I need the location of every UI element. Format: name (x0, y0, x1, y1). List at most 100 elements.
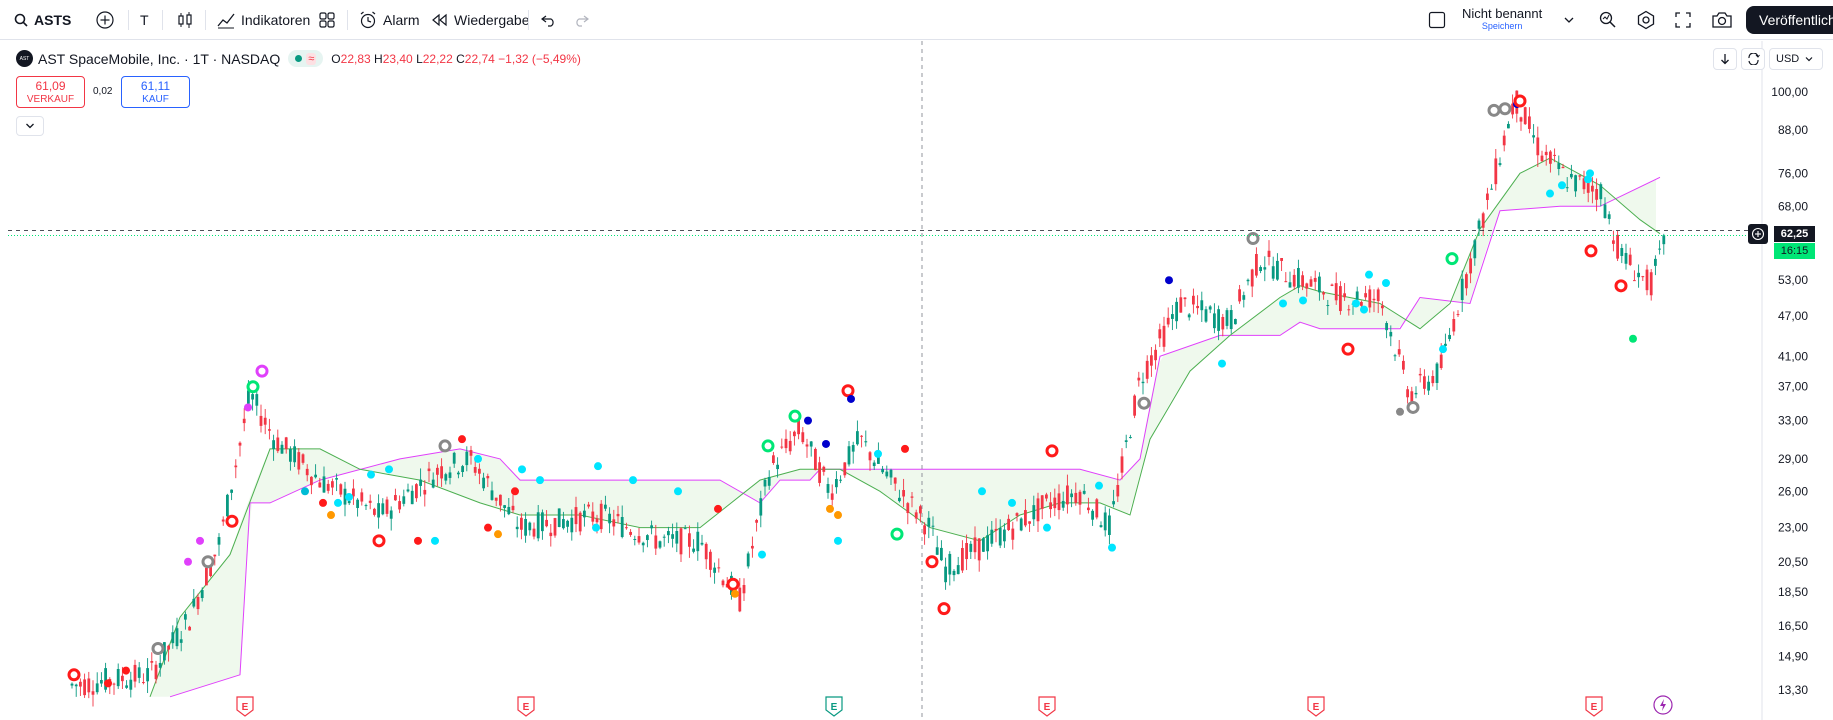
candle-body (927, 517, 931, 527)
symbol-search[interactable]: ASTS (14, 0, 71, 40)
interval-button[interactable]: T (140, 0, 149, 40)
search-icon (14, 13, 28, 27)
candle-body (192, 598, 196, 607)
buy-button[interactable]: 61,11 KAUF (121, 76, 190, 108)
quick-search-button[interactable] (1598, 0, 1618, 40)
close-label: C (456, 51, 465, 66)
candle-body (1280, 258, 1283, 261)
candle-body (742, 585, 746, 594)
price-axis-label: 23,00 (1778, 521, 1808, 535)
candle-body (990, 529, 994, 544)
indicators-button[interactable]: Indikatoren (216, 0, 310, 40)
candle-body (965, 542, 968, 560)
delayed-data-icon: ≈ (306, 52, 317, 65)
signal-ring-marker (761, 439, 775, 453)
symbol-label: ASTS (34, 12, 72, 28)
candle-body (1368, 289, 1372, 308)
candle-body (125, 685, 128, 688)
candle-body (1397, 349, 1401, 355)
sell-button[interactable]: 61,09 VERKAUF (16, 76, 85, 108)
scroll-to-latest-button[interactable] (1713, 48, 1737, 70)
compare-symbol-button[interactable] (95, 0, 115, 40)
replay-button[interactable]: Wiedergabe (432, 0, 530, 40)
candle-body (1213, 313, 1216, 329)
signal-dot-marker (385, 465, 393, 474)
signal-ring-marker (1137, 396, 1151, 410)
candles (70, 90, 1666, 707)
redo-icon (576, 15, 589, 27)
signal-ring-marker (246, 380, 260, 394)
candle-body (1469, 258, 1472, 274)
candle-body (982, 538, 985, 552)
publish-button[interactable]: Veröffentlichen (1746, 6, 1833, 34)
add-alert-button[interactable] (1748, 224, 1768, 244)
signal-dot-marker (1299, 296, 1307, 305)
candle-body (1187, 314, 1191, 318)
candle-body (499, 494, 502, 506)
candle-body (814, 448, 817, 471)
candle-body (683, 528, 687, 530)
signal-ring-marker (225, 514, 239, 528)
sell-price: 61,09 (35, 79, 66, 93)
undo-button[interactable] (541, 0, 557, 40)
reset-scale-button[interactable] (1741, 48, 1765, 70)
currency-select[interactable]: USD (1769, 48, 1823, 70)
signal-dot-marker (104, 679, 112, 688)
candle-body (1309, 279, 1313, 287)
candle-body (541, 512, 544, 532)
plus-circle-icon (96, 11, 114, 29)
signal-dot-marker (494, 530, 502, 539)
save-link[interactable]: Speichern (1481, 21, 1523, 31)
chart-pane[interactable]: E E E E E E 100,00 88,00 76,00 68,00 53,00 47,00 41… (0, 41, 1833, 720)
candle-body (1313, 277, 1317, 282)
candle-body (1078, 491, 1082, 505)
candle-body (200, 590, 204, 599)
signal-dot-marker (592, 523, 600, 532)
candle-body (692, 548, 695, 552)
candle-body (553, 518, 557, 536)
candle-body (755, 520, 758, 523)
signal-dot-marker (414, 536, 422, 545)
layout-menu-dropdown[interactable] (1563, 0, 1575, 40)
price-chart[interactable]: E E E E E E 100,00 88,00 76,00 68,00 53,00 47,00 41… (0, 41, 1833, 720)
candle-body (1641, 276, 1645, 278)
fullscreen-button[interactable] (1674, 0, 1692, 40)
market-status-pill[interactable]: ≈ (288, 50, 324, 67)
candle-body (654, 535, 658, 549)
camera-icon (1712, 12, 1732, 28)
candle-body (595, 518, 599, 523)
candle-body (1074, 492, 1078, 503)
legend-collapse-button[interactable] (16, 116, 44, 136)
layout-name-menu[interactable]: Nicht benannt Speichern (1462, 0, 1542, 40)
low-label: L (416, 51, 423, 66)
candle-body (1414, 392, 1418, 395)
plus-circle-icon (1751, 227, 1765, 241)
candle-body (599, 503, 603, 530)
alarm-button[interactable]: Alarm (358, 0, 420, 40)
candle-body (373, 508, 376, 515)
candle-body (1637, 272, 1640, 278)
toolbar-divider (128, 10, 129, 30)
candle-body (776, 464, 779, 470)
candle-body (1595, 189, 1598, 200)
layout-checkbox[interactable] (1428, 0, 1446, 40)
candle-body (1624, 252, 1628, 264)
redo-button[interactable] (573, 0, 589, 40)
candle-body (1028, 521, 1031, 524)
chart-type-button[interactable] (175, 0, 195, 40)
candle-body (1011, 528, 1015, 540)
signal-markers (67, 94, 1637, 688)
candle-body (1620, 248, 1624, 256)
price-axis-label: 13,30 (1778, 683, 1808, 697)
settings-button[interactable] (1636, 0, 1656, 40)
signal-ring-marker (1246, 232, 1260, 246)
symbol-title[interactable]: AST SpaceMobile, Inc. · 1T · NASDAQ (38, 50, 281, 67)
layouts-button[interactable] (317, 0, 337, 40)
snapshot-button[interactable] (1711, 0, 1733, 40)
chart-overlay (8, 41, 1762, 720)
candle-body (1603, 204, 1607, 219)
candle-body (1318, 276, 1321, 293)
candle-body (1481, 213, 1485, 228)
candle-body (784, 438, 788, 449)
signal-ring-marker (1584, 244, 1598, 258)
